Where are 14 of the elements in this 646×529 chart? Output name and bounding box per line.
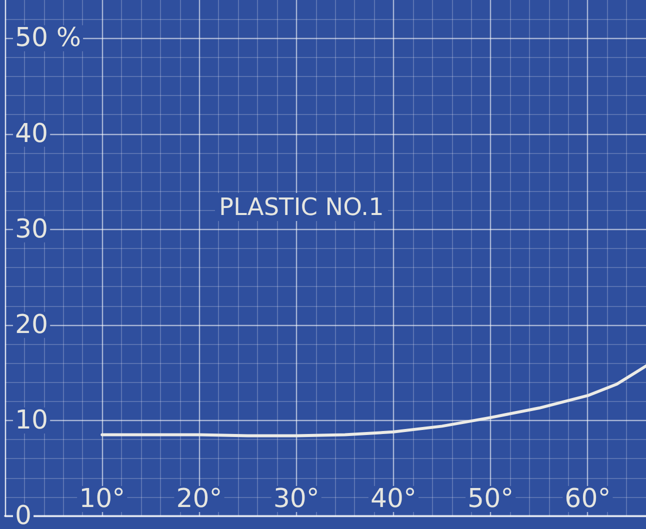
y-tick-label: 50 % (15, 23, 82, 54)
y-tick-label: 0 (15, 501, 32, 529)
x-tick-label: 40° (370, 484, 417, 514)
x-tick-label: 20° (176, 484, 222, 514)
x-tick-label: 50° (468, 484, 514, 514)
y-tick-label: 30 (15, 214, 48, 244)
text: PLASTIC NO.1 (219, 193, 384, 221)
y-tick-label: 10 (15, 405, 48, 436)
y-tick-label: 20 (15, 310, 48, 340)
y-tick-label: 40 (15, 118, 48, 149)
x-tick-label: 60° (564, 484, 611, 514)
line-series (100, 364, 646, 438)
x-tick-label: 10° (79, 484, 126, 514)
x-tick-label: 30° (273, 484, 320, 514)
